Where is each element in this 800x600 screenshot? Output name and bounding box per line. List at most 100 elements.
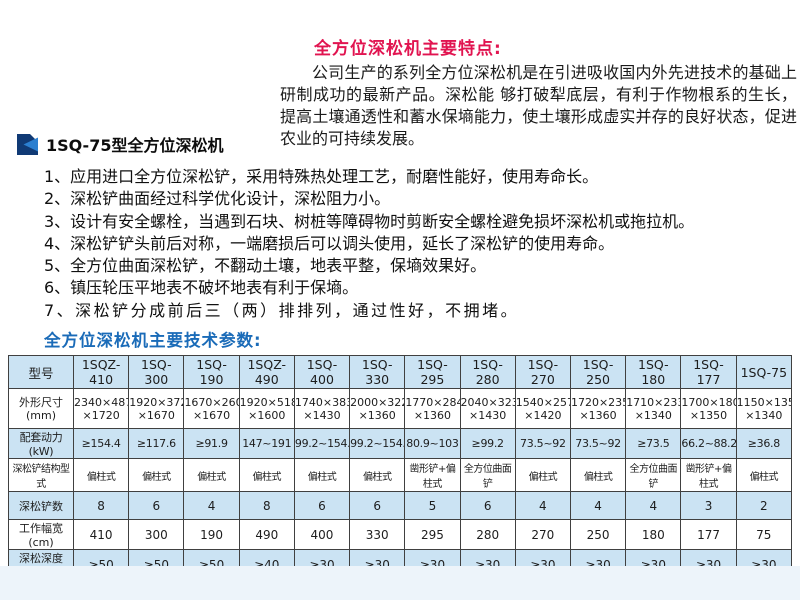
spec-cell: 1SQ-295 (404, 355, 461, 389)
spec-cell: 8 (72, 491, 130, 520)
spec-row-model: 型号 1SQZ-410 1SQ-300 1SQ-190 1SQZ-490 1SQ-400 1… (8, 355, 793, 389)
spec-cell: 2 (735, 491, 793, 520)
spec-cell: ≥36.8 (735, 428, 793, 459)
feature-item: 4、深松铲铲头前后对称，一端磨损后可以调头使用，延长了深松铲的使用寿命。 (44, 233, 615, 253)
spec-cell: 1SQ-250 (569, 355, 627, 389)
spec-cell: 偏柱式 (128, 458, 185, 492)
spec-cell: 400 (293, 519, 351, 550)
spec-cell: 5 (404, 491, 461, 520)
spec-cell: 4 (514, 491, 571, 520)
spec-cell: 1SQ-330 (349, 355, 406, 389)
product-heading-label: 1SQ-75型全方位深松机 (46, 136, 224, 155)
spec-cell: 1700×1800 ×1350 (680, 388, 737, 429)
spec-cell: 2000×3220 ×1360 (349, 388, 406, 429)
spec-cell: ≥154.4 (72, 428, 130, 459)
feature-item: 5、全方位曲面深松铲，不翻动土壤，地表平整，保墒效果好。 (44, 256, 487, 276)
spec-cell: 1SQZ-410 (72, 355, 130, 389)
spec-cell: 2040×3230 ×1430 (459, 388, 516, 429)
spec-cell: 偏柱式 (293, 458, 351, 492)
spec-cell: 1540×2570 ×1420 (514, 388, 571, 429)
spec-cell: 180 (625, 519, 682, 550)
spec-cell: 1SQ-190 (183, 355, 240, 389)
spec-cell: 1770×2840 ×1360 (404, 388, 461, 429)
spec-cell: 1710×2330 ×1340 (625, 388, 682, 429)
spec-cell: 全方位曲面铲 (625, 458, 682, 492)
specs-table-body: 型号 1SQZ-410 1SQ-300 1SQ-190 1SQZ-490 1SQ-400 1… (8, 355, 793, 580)
spec-cell: 490 (238, 519, 295, 550)
spec-cell: 66.2~88.2 (680, 428, 737, 459)
spec-row-label: 深松铲结构型式 (8, 458, 74, 492)
specs-table: 型号 1SQZ-410 1SQ-300 1SQ-190 1SQZ-490 1SQ-400 1… (8, 355, 793, 580)
spec-row-label: 外形尺寸(mm) (8, 388, 74, 429)
specs-title: 全方位深松机主要技术参数: (44, 331, 262, 350)
spec-cell: 6 (459, 491, 516, 520)
feature-item: 3、设计有安全螺栓，当遇到石块、树桩等障碍物时剪断安全螺栓避免损坏深松机或拖拉机… (44, 211, 695, 231)
spec-cell: 270 (514, 519, 571, 550)
spec-cell: 295 (404, 519, 461, 550)
spec-row-label: 深松铲数 (8, 491, 74, 520)
feature-list: 1、应用进口全方位深松铲，采用特殊热处理工艺，耐磨性能好，使用寿命长。 2、深松铲… (44, 166, 796, 322)
spec-cell: ≥117.6 (128, 428, 185, 459)
spec-cell: 4 (183, 491, 240, 520)
spec-cell: 250 (569, 519, 627, 550)
spec-cell: 1SQ-300 (128, 355, 185, 389)
intro-paragraph: 公司生产的系列全方位深松机是在引进吸收国内外先进技术的基础上研制成功的最新产品。… (280, 63, 797, 148)
spec-row-power: 配套动力(kW) ≥154.4 ≥117.6 ≥91.9 147~191 99.2~154… (8, 428, 793, 459)
spec-cell: 1SQ-280 (459, 355, 516, 389)
spec-cell: 147~191 (238, 428, 295, 459)
spec-cell: 偏柱式 (569, 458, 627, 492)
spec-cell: 410 (72, 519, 130, 550)
spec-cell: 75 (735, 519, 793, 550)
product-bullet-icon (17, 133, 38, 155)
spec-row-label: 工作幅宽(cm) (8, 519, 74, 550)
spec-cell: 99.2~154.4 (349, 428, 406, 459)
spec-cell: 偏柱式 (183, 458, 240, 492)
spec-cell: 300 (128, 519, 185, 550)
feature-item: 1、应用进口全方位深松铲，采用特殊热处理工艺，耐磨性能好，使用寿命长。 (44, 167, 599, 186)
features-title: 全方位深松机主要特点: (314, 39, 502, 59)
spec-cell: 1SQ-400 (293, 355, 351, 389)
spec-cell: 1670×2600 ×1670 (183, 388, 240, 429)
feature-item: 6、镇压轮压平地表不破坏地表有利于保墒。 (44, 278, 359, 298)
spec-row-count: 深松铲数 8 6 4 8 6 6 5 6 4 4 4 3 2 (8, 491, 793, 520)
spec-cell: 177 (680, 519, 737, 550)
spec-cell: 4 (569, 491, 627, 520)
feature-item: 2、深松铲曲面经过科学优化设计，深松阻力小。 (44, 189, 391, 209)
spec-cell: 99.2~154.4 (293, 428, 351, 459)
spec-cell: 1SQ-180 (625, 355, 682, 389)
spec-cell: 280 (459, 519, 516, 550)
spec-row-label: 型号 (8, 355, 74, 389)
spec-cell: 凿形铲+偏柱式 (680, 458, 737, 492)
spec-cell: 4 (625, 491, 682, 520)
spec-cell: 6 (349, 491, 406, 520)
spec-cell: 3 (680, 491, 737, 520)
spec-cell: 1150×1350 ×1340 (735, 388, 793, 429)
spec-cell: 1SQ-177 (680, 355, 737, 389)
spec-cell: 凿形铲+偏柱式 (404, 458, 461, 492)
spec-cell: 偏柱式 (349, 458, 406, 492)
spec-cell: 190 (183, 519, 240, 550)
spec-row-width: 工作幅宽(cm) 410 300 190 490 400 330 295 280 270 250 18… (8, 519, 793, 550)
spec-cell: 6 (128, 491, 185, 520)
spec-cell: 2340×4870 ×1720 (72, 388, 130, 429)
spec-cell: 1720×2350 ×1360 (569, 388, 627, 429)
spec-cell: 73.5~92 (514, 428, 571, 459)
spec-cell: 73.5~92 (569, 428, 627, 459)
spec-cell: 1SQ-75 (735, 355, 793, 389)
spec-cell: 6 (293, 491, 351, 520)
spec-cell: 1920×5180 ×1600 (238, 388, 295, 429)
spec-cell: ≥99.2 (459, 428, 516, 459)
spec-cell: 1SQ-270 (514, 355, 571, 389)
bottom-strip (0, 566, 800, 600)
spec-cell: 80.9~103 (404, 428, 461, 459)
spec-cell: ≥73.5 (625, 428, 682, 459)
spec-cell: 1920×3720 ×1670 (128, 388, 185, 429)
spec-cell: 偏柱式 (72, 458, 130, 492)
feature-item: 7、深松铲分成前后三（两）排排列，通过性好，不拥堵。 (44, 300, 520, 320)
product-heading: 1SQ-75型全方位深松机 (17, 132, 223, 156)
spec-cell: 全方位曲面铲 (459, 458, 516, 492)
spec-cell: 偏柱式 (238, 458, 295, 492)
spec-row-structure: 深松铲结构型式 偏柱式 偏柱式 偏柱式 偏柱式 偏柱式 偏柱式 凿形铲+偏柱式 全方位曲面铲 偏柱… (8, 458, 793, 492)
